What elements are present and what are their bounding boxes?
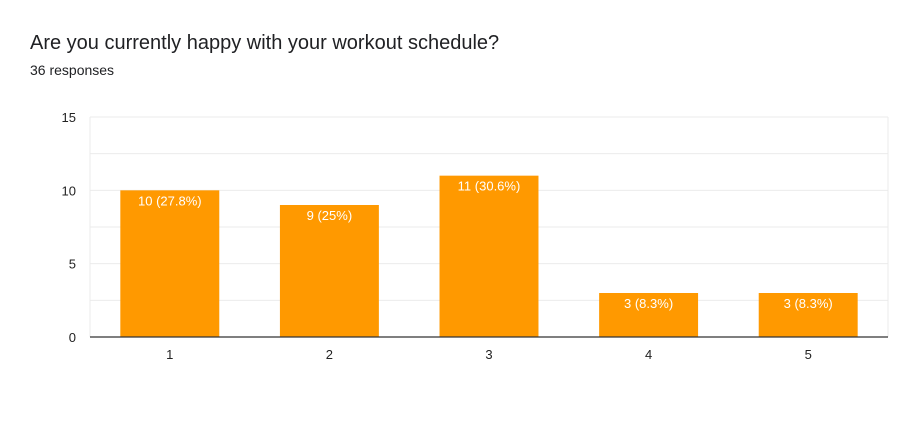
bar [758, 293, 858, 337]
x-tick-label: 4 [645, 347, 652, 362]
bar-data-label: 10 (27.8%) [138, 193, 202, 208]
bar [120, 190, 220, 337]
y-tick-label: 5 [69, 257, 76, 272]
x-tick-label: 3 [485, 347, 492, 362]
bar [439, 175, 539, 337]
response-count: 36 responses [30, 62, 115, 78]
y-tick-label: 0 [69, 330, 76, 345]
x-tick-label: 2 [326, 347, 333, 362]
bar-data-label: 11 (30.6%) [458, 179, 521, 194]
chart-title: Are you currently happy with your workou… [30, 32, 500, 54]
bar-data-label: 3 (8.3%) [624, 296, 673, 311]
x-tick-label: 5 [805, 347, 812, 362]
x-tick-label: 1 [166, 347, 173, 362]
y-tick-label: 10 [62, 183, 76, 198]
bar-data-label: 3 (8.3%) [784, 296, 833, 311]
y-tick-label: 15 [62, 110, 76, 125]
bar [599, 293, 699, 337]
bar-data-label: 9 (25%) [307, 208, 353, 223]
bar [279, 205, 379, 337]
